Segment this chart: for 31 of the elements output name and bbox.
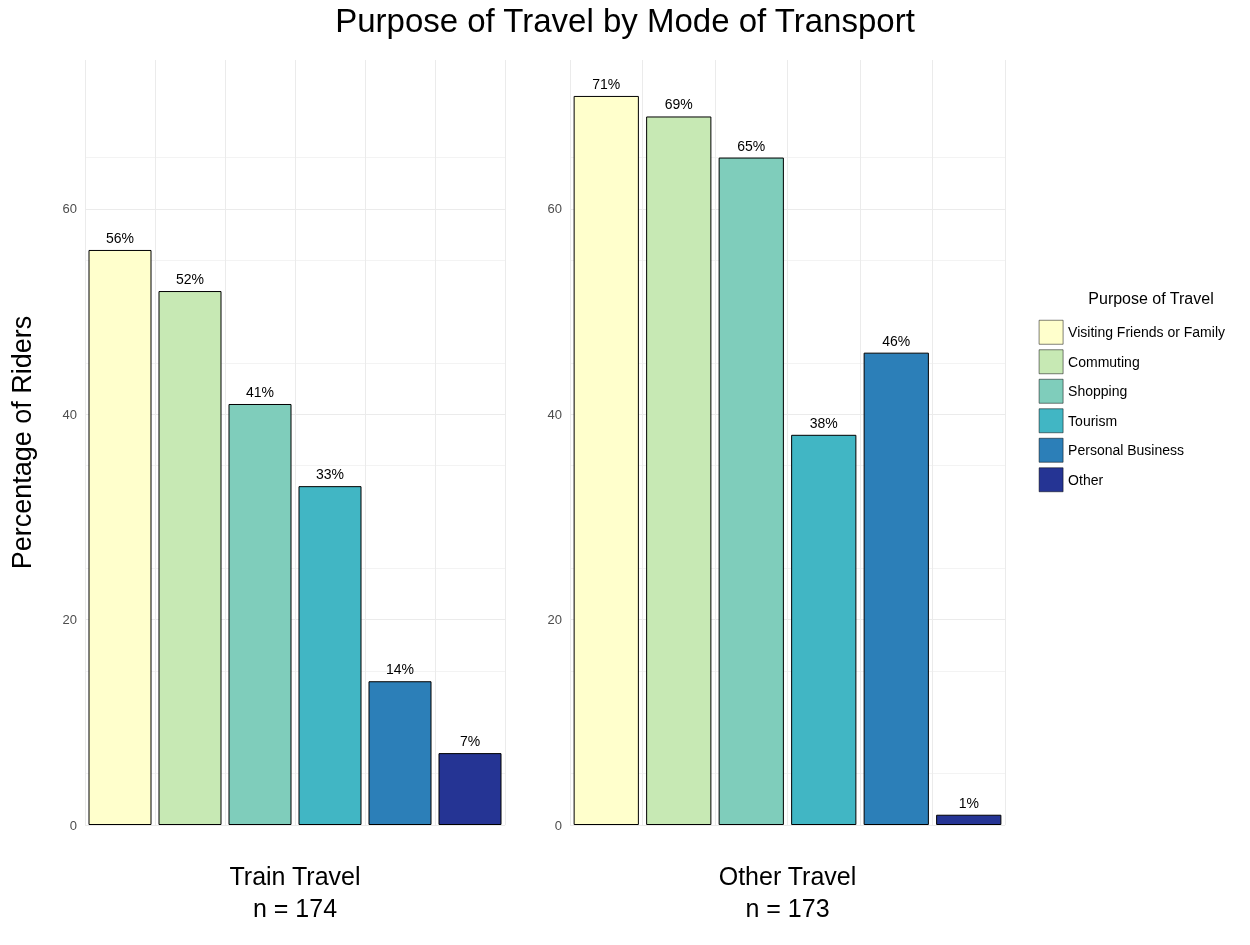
legend-label: Other <box>1068 471 1104 488</box>
y-axis-title: Percentage of Riders <box>6 315 37 570</box>
data-label: 69% <box>664 96 693 113</box>
x-axis-title: Train Travel n = 174 <box>229 862 361 922</box>
legend-label: Commuting <box>1068 353 1140 370</box>
data-label: 71% <box>592 75 621 92</box>
data-label: 7% <box>459 733 481 750</box>
y-tick-label: 40 <box>62 406 77 422</box>
legend-label: Visiting Friends or Family <box>1068 324 1226 341</box>
data-label: 65% <box>737 137 766 154</box>
data-label: 46% <box>882 332 911 349</box>
y-tick-label: 60 <box>547 201 562 217</box>
legend-label: Shopping <box>1068 383 1128 400</box>
text: Purpose of Travel by Mode of Transport <box>334 2 916 40</box>
y-tick-label: 20 <box>62 612 77 628</box>
data-label: 14% <box>385 661 415 678</box>
y-tick-label: 0 <box>69 817 77 833</box>
legend-title: Purpose of Travel <box>1088 289 1214 307</box>
data-label: 56% <box>105 229 135 246</box>
data-label: 52% <box>175 271 205 288</box>
y-tick-label: 40 <box>547 406 562 422</box>
x-axis-title: Other Travel n = 173 <box>718 862 857 922</box>
y-tick-label: 60 <box>62 201 77 217</box>
y-tick-label: 20 <box>547 612 562 628</box>
legend-label: Personal Business <box>1068 442 1185 459</box>
data-label: 41% <box>245 383 275 400</box>
data-label: 33% <box>315 466 345 483</box>
legend-label: Tourism <box>1068 412 1118 429</box>
data-label: 1% <box>958 794 979 811</box>
y-tick-label: 0 <box>554 817 562 833</box>
data-label: 38% <box>809 414 838 431</box>
